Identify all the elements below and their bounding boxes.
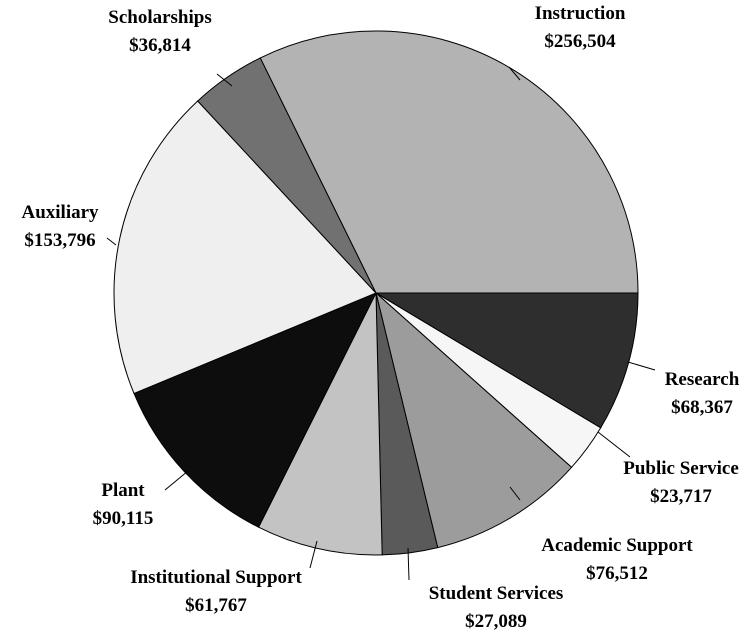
pie-slices bbox=[113, 30, 639, 556]
slice-value-plant: $90,115 bbox=[93, 508, 154, 529]
slice-value-research: $68,367 bbox=[671, 397, 733, 418]
slice-label-auxiliary: Auxiliary bbox=[21, 202, 99, 223]
slice-label-scholarships: Scholarships bbox=[108, 7, 211, 28]
leader-line-instruction bbox=[508, 66, 521, 81]
leader-line-auxiliary bbox=[106, 237, 117, 246]
leader-line-public-service bbox=[597, 431, 631, 458]
slice-value-institutional-support: $61,767 bbox=[185, 595, 247, 616]
slice-label-research: Research bbox=[665, 369, 740, 390]
pie-slice-auxiliary bbox=[113, 100, 377, 395]
slice-label-student-services: Student Services bbox=[429, 583, 564, 604]
leader-line-plant bbox=[164, 470, 189, 491]
leader-line-research bbox=[627, 361, 656, 371]
slice-value-auxiliary: $153,796 bbox=[24, 230, 95, 251]
leader-line-student-services bbox=[407, 547, 410, 581]
slice-label-public-service: Public Service bbox=[623, 458, 739, 479]
slice-label-institutional-support: Institutional Support bbox=[130, 567, 302, 588]
slice-label-academic-support: Academic Support bbox=[541, 535, 693, 556]
slice-value-academic-support: $76,512 bbox=[586, 563, 648, 584]
slice-value-scholarships: $36,814 bbox=[129, 35, 191, 56]
leader-lines bbox=[106, 66, 656, 581]
slice-labels: Research $68,367 Public Service $23,717 Acad… bbox=[21, 3, 739, 632]
slice-value-student-services: $27,089 bbox=[465, 611, 527, 632]
pie-slice-research bbox=[374, 292, 639, 429]
pie-slice-plant bbox=[133, 292, 378, 528]
leader-line-institutional-support bbox=[309, 540, 318, 569]
pie-slice-academic-support bbox=[375, 291, 573, 549]
pie-slice-institutional-support bbox=[257, 292, 383, 556]
pie-slice-instruction bbox=[259, 30, 639, 294]
slice-value-instruction: $256,504 bbox=[544, 31, 616, 52]
leader-line-scholarships bbox=[216, 73, 233, 87]
slice-label-instruction: Instruction bbox=[535, 3, 626, 24]
slice-value-public-service: $23,717 bbox=[650, 486, 712, 507]
leader-line-academic-support bbox=[509, 486, 521, 501]
slice-label-plant: Plant bbox=[101, 480, 145, 501]
